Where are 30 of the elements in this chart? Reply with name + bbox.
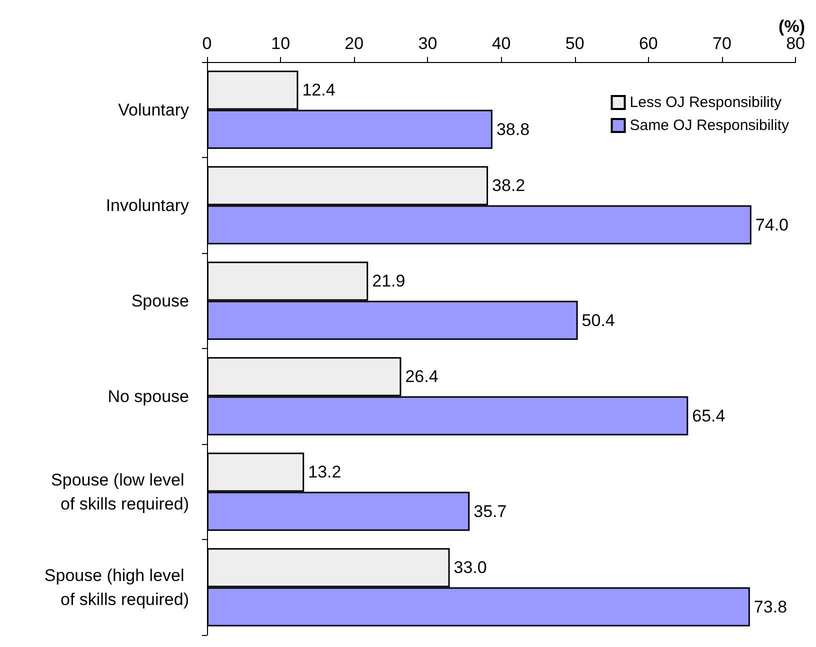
x-tick-label: 60 — [638, 34, 658, 53]
y-tick-label: Spouse — [131, 291, 189, 310]
x-tick-label: 70 — [712, 34, 732, 53]
data-label: 74.0 — [755, 215, 788, 234]
x-axis-title: (%) — [778, 17, 806, 36]
x-tick-label: 30 — [418, 34, 438, 53]
x-tick-label: 0 — [202, 34, 212, 53]
data-label: 50.4 — [582, 310, 615, 330]
y-tick-label: Voluntary — [118, 100, 190, 120]
y-tick-label: Involuntary — [106, 196, 190, 215]
x-tick-label: 10 — [271, 34, 290, 53]
y-tick-label: Spouse (high level of skills required) — [44, 566, 189, 609]
data-label: 35.7 — [474, 502, 507, 521]
data-label: 33.0 — [454, 558, 487, 578]
data-label: 38.8 — [496, 120, 530, 139]
data-label: 12.4 — [302, 80, 336, 100]
data-label: 13.2 — [308, 462, 342, 482]
data-label: 73.8 — [754, 597, 788, 616]
data-label: 21.9 — [372, 272, 406, 291]
data-label: 26.4 — [405, 367, 438, 386]
legend-label: Same OJ Responsibility — [630, 117, 790, 134]
legend-label: Less OJ Responsibility — [630, 94, 782, 111]
x-tick-label: 80 — [786, 34, 806, 53]
data-label: 65.4 — [692, 406, 726, 426]
x-tick-label: 50 — [565, 34, 584, 53]
y-tick-label: Spouse (low level of skills required) — [51, 470, 189, 514]
y-tick-label: No spouse — [108, 386, 189, 406]
data-label: 38.2 — [492, 176, 526, 196]
x-tick-label: 40 — [492, 34, 511, 53]
x-tick-label: 20 — [344, 34, 364, 53]
